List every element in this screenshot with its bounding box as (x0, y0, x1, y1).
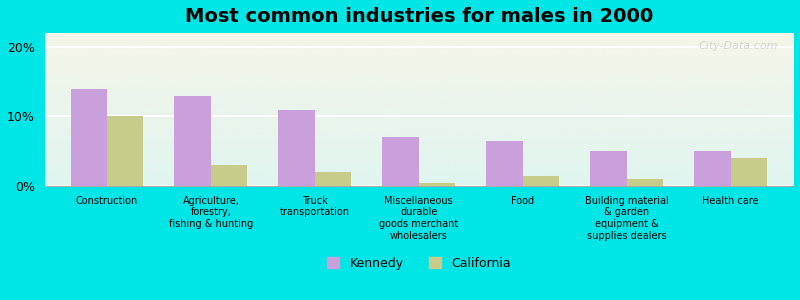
Bar (315, 172, 351, 186)
Bar (694, 151, 730, 186)
Bar (590, 151, 626, 186)
Bar (382, 137, 418, 186)
Bar (418, 182, 455, 186)
Bar (418, 182, 455, 186)
Bar (522, 176, 559, 186)
Bar (626, 179, 663, 186)
Bar (174, 96, 211, 186)
Bar (278, 110, 315, 186)
Bar (626, 179, 663, 186)
Bar (70, 89, 107, 186)
Bar (70, 89, 107, 186)
Bar (730, 158, 767, 186)
Bar (107, 116, 143, 186)
Bar (315, 172, 351, 186)
Bar (486, 141, 522, 186)
Bar (211, 165, 247, 186)
Legend: Kennedy, California: Kennedy, California (322, 252, 516, 274)
Bar (278, 110, 315, 186)
Bar (590, 151, 626, 186)
Bar (486, 141, 522, 186)
Bar (211, 165, 247, 186)
Text: City-Data.com: City-Data.com (698, 41, 778, 51)
Bar (107, 116, 143, 186)
Bar (174, 96, 211, 186)
Title: Most common industries for males in 2000: Most common industries for males in 2000 (185, 7, 653, 26)
Bar (730, 158, 767, 186)
Bar (382, 137, 418, 186)
Bar (694, 151, 730, 186)
Bar (522, 176, 559, 186)
